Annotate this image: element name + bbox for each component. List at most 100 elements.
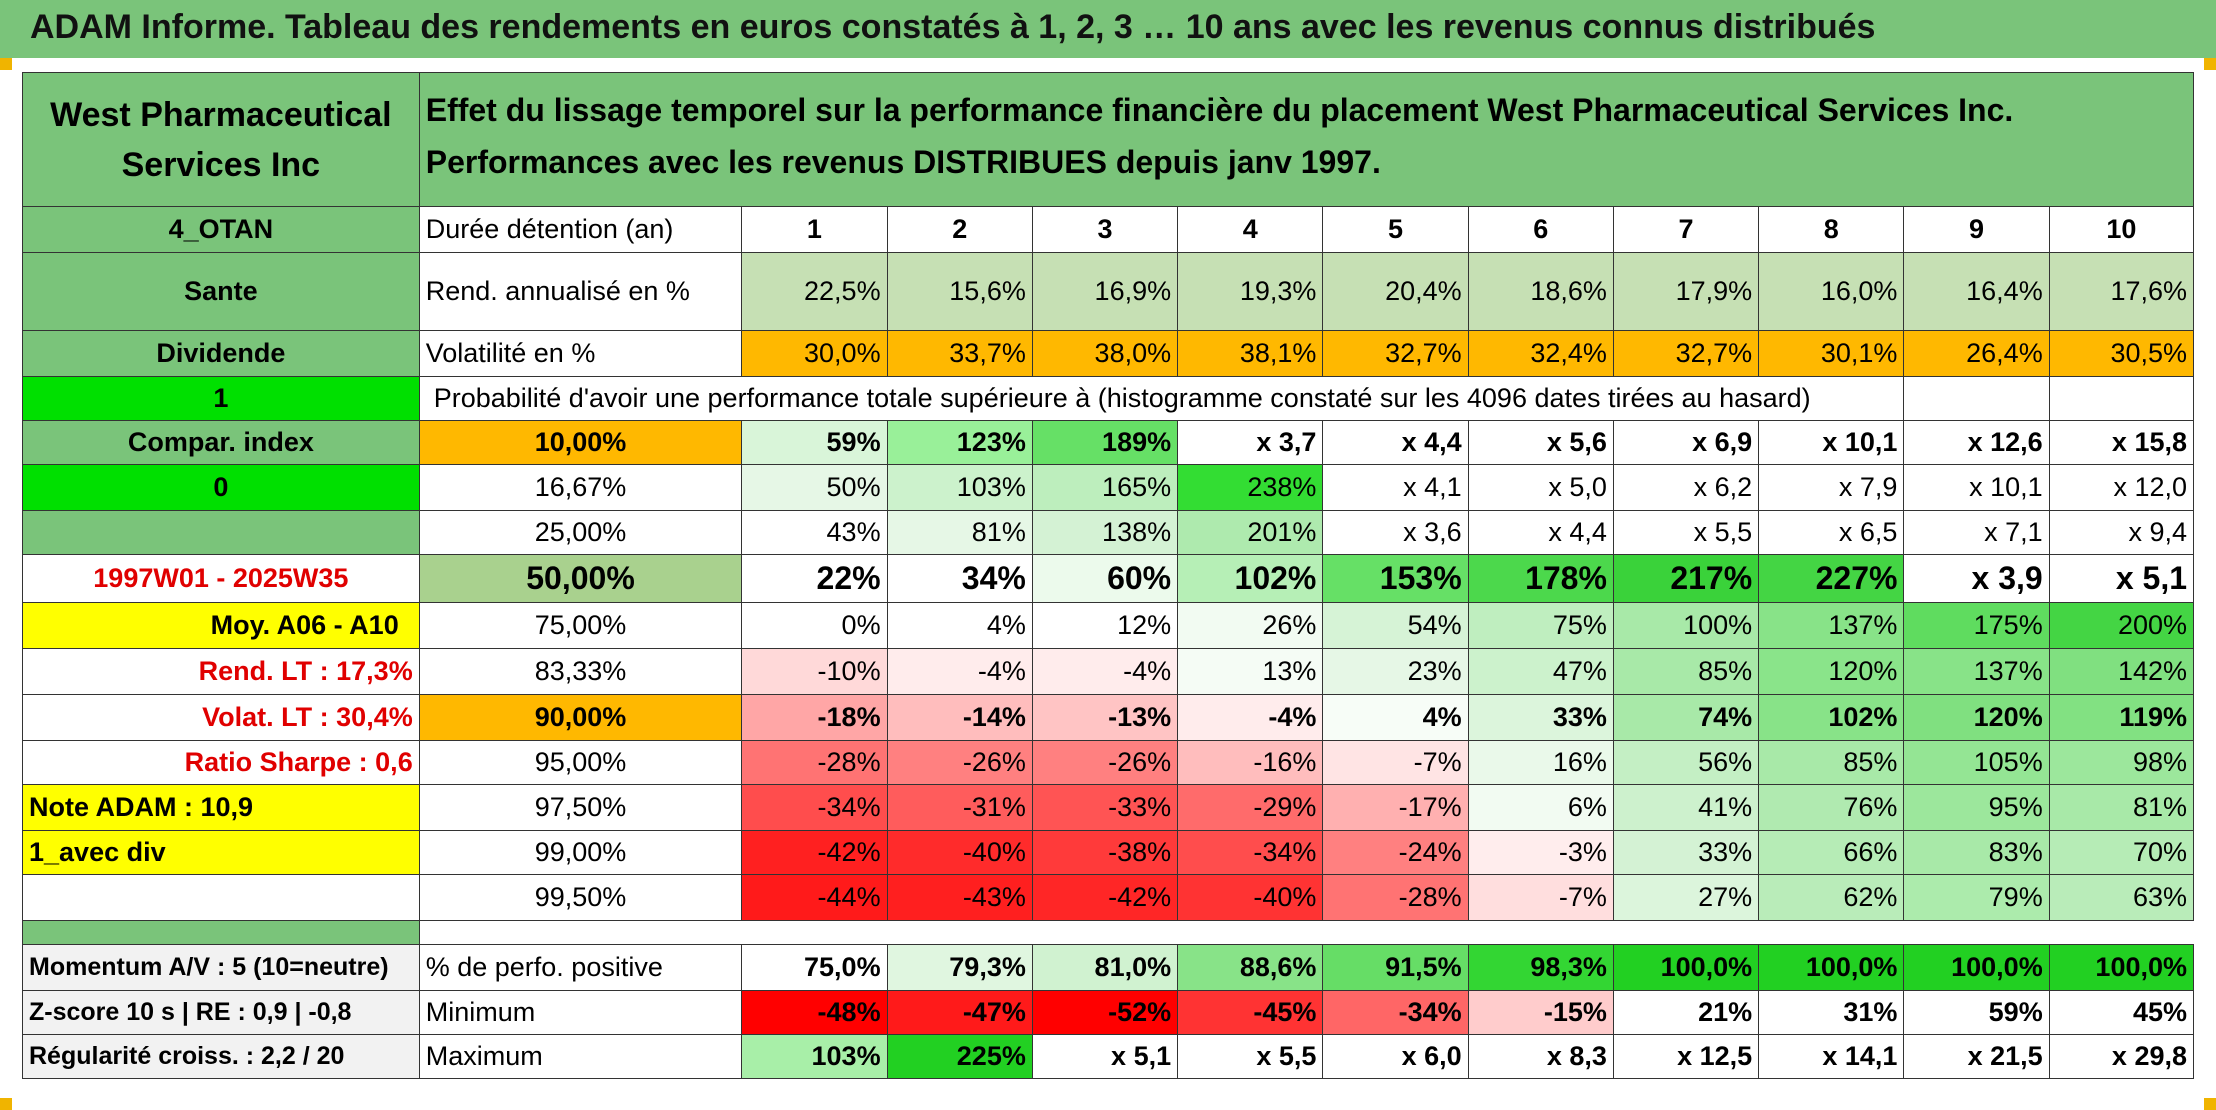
zscore-indicator: Z-score 10 s | RE : 0,9 | -0,8 [22, 990, 420, 1035]
probability-value: 6% [1467, 784, 1614, 831]
probability-value: -38% [1031, 830, 1179, 875]
annualized-return-value: 16,9% [1031, 252, 1179, 331]
probability-value: x 5,6 [1467, 420, 1614, 465]
probability-value: 16% [1467, 740, 1614, 785]
probability-value: 153% [1322, 554, 1469, 603]
stats-row: Z-score 10 s | RE : 0,9 | -0,8 Minimum -48… [22, 990, 2195, 1035]
probability-threshold: 99,50% [418, 874, 743, 921]
title-row: West Pharmaceutical Services Inc Effet du… [22, 72, 2195, 207]
probability-value: 138% [1031, 510, 1179, 555]
probability-value: 23% [1322, 648, 1469, 695]
volatility-row: Dividende Volatilité en % 30,0% 33,7% 38,0% 3… [22, 330, 2195, 377]
probability-value: 123% [886, 420, 1033, 465]
probability-value: -34% [741, 784, 888, 831]
probability-value: -4% [1031, 648, 1179, 695]
otan-label: 4_OTAN [22, 206, 420, 253]
probability-value: x 5,0 [1467, 464, 1614, 511]
probability-value: x 7,1 [1903, 510, 2050, 555]
empty-cell [22, 510, 420, 555]
annualized-return-label: Rend. annualisé en % [418, 252, 743, 331]
probability-value: -42% [741, 830, 888, 875]
probability-row: Moy. A06 - A10 75,00% 0% 4% 12% 26% 54% 75% 100%… [22, 602, 2195, 649]
stat-value: x 5,5 [1177, 1034, 1324, 1079]
probability-threshold: 25,00% [418, 510, 743, 555]
stat-value: 59% [1903, 990, 2050, 1035]
report-banner: ADAM Informe. Tableau des rendements en … [0, 0, 2216, 58]
long-term-volatility: Volat. LT : 30,4% [22, 694, 420, 741]
year-header: 10 [2048, 206, 2195, 253]
probability-row: Volat. LT : 30,4% 90,00% -18% -14% -13% -4% 4%… [22, 694, 2195, 741]
header-row: 4_OTAN Durée détention (an) 1 2 3 4 5 6 7 8 9 10 [22, 206, 2195, 253]
probability-row: 1997W01 - 2025W35 50,00% 22% 34% 60% 102% 153%… [22, 554, 2195, 603]
empty-cell [1903, 376, 2050, 421]
probability-value: x 10,1 [1758, 420, 1905, 465]
period-label: 1997W01 - 2025W35 [22, 554, 420, 603]
probability-row: Note ADAM : 10,9 97,50% -34% -31% -33% -29% -1… [22, 784, 2195, 831]
stat-value: 91,5% [1322, 944, 1469, 991]
probability-value: 85% [1612, 648, 1760, 695]
probability-value: 105% [1903, 740, 2050, 785]
banner-title: ADAM Informe. Tableau des rendements en … [30, 8, 1876, 46]
probability-value: 102% [1177, 554, 1324, 603]
stat-value: x 8,3 [1467, 1034, 1614, 1079]
probability-value: 142% [2048, 648, 2195, 695]
stat-value: x 21,5 [1903, 1034, 2050, 1079]
probability-value: 120% [1758, 648, 1905, 695]
empty-cell [2048, 376, 2195, 421]
spacer-cell [418, 920, 2194, 945]
stat-value: -34% [1322, 990, 1469, 1035]
probability-value: 85% [1758, 740, 1905, 785]
probability-value: 175% [1903, 602, 2050, 649]
probability-value: -28% [741, 740, 888, 785]
stat-value: -48% [741, 990, 888, 1035]
stats-row: Régularité croiss. : 2,2 / 20 Maximum 103%… [22, 1034, 2195, 1079]
performance-table: West Pharmaceutical Services Inc Effet du… [22, 72, 2195, 1079]
probability-value: 0% [741, 602, 888, 649]
probability-value: 217% [1612, 554, 1760, 603]
stat-value: 31% [1758, 990, 1905, 1035]
year-header: 3 [1031, 206, 1179, 253]
probability-value: x 12,0 [2048, 464, 2195, 511]
probability-value: 26% [1177, 602, 1324, 649]
probability-value: x 4,1 [1322, 464, 1469, 511]
probability-value: -18% [741, 694, 888, 741]
probability-value: 200% [2048, 602, 2195, 649]
probability-value: x 6,9 [1612, 420, 1760, 465]
probability-value: -13% [1031, 694, 1179, 741]
probability-value: 201% [1177, 510, 1324, 555]
probability-value: 41% [1612, 784, 1760, 831]
probability-row: Compar. index 10,00% 59% 123% 189% x 3,7 x 4,4… [22, 420, 2195, 465]
probability-value: 13% [1177, 648, 1324, 695]
sharpe-ratio: Ratio Sharpe : 0,6 [22, 740, 420, 785]
probability-value: x 3,7 [1177, 420, 1324, 465]
annualized-return-row: Sante Rend. annualisé en % 22,5% 15,6% 16,9%… [22, 252, 2195, 331]
probability-value: -7% [1322, 740, 1469, 785]
stat-value: -47% [886, 990, 1033, 1035]
probability-value: -42% [1031, 874, 1179, 921]
probability-value: x 5,5 [1612, 510, 1760, 555]
probability-threshold: 16,67% [418, 464, 743, 511]
probability-value: -33% [1031, 784, 1179, 831]
probability-value: 178% [1467, 554, 1614, 603]
corner-marker [2204, 1098, 2216, 1110]
probability-value: 33% [1467, 694, 1614, 741]
probability-threshold: 97,50% [418, 784, 743, 831]
probability-value: -44% [741, 874, 888, 921]
volatility-label: Volatilité en % [418, 330, 743, 377]
stat-value: 79,3% [886, 944, 1033, 991]
stat-value: x 5,1 [1031, 1034, 1179, 1079]
spacer-cell [22, 920, 420, 945]
probability-value: 4% [886, 602, 1033, 649]
probability-value: 95% [1903, 784, 2050, 831]
stat-value: -45% [1177, 990, 1324, 1035]
probability-threshold: 90,00% [418, 694, 743, 741]
probability-value: 63% [2048, 874, 2195, 921]
annualized-return-value: 18,6% [1467, 252, 1614, 331]
stat-value: 100,0% [1903, 944, 2050, 991]
annualized-return-value: 17,9% [1612, 252, 1760, 331]
probability-value: x 9,4 [2048, 510, 2195, 555]
probability-value: -10% [741, 648, 888, 695]
probability-threshold: 50,00% [418, 554, 743, 603]
stat-value: 21% [1612, 990, 1760, 1035]
annualized-return-value: 19,3% [1177, 252, 1324, 331]
